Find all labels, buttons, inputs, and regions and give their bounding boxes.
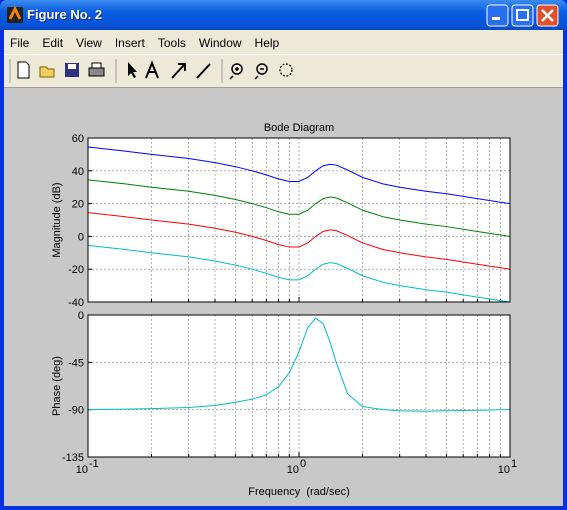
- client-area: File Edit View Insert Tools Window Help -40 -20…: [4, 30, 563, 506]
- menu-item[interactable]: View: [76, 36, 102, 50]
- title-bar: Figure No. 2: [0, 0, 567, 30]
- arrow-button[interactable]: [171, 63, 186, 79]
- x-axis-label: Frequency (rad/sec): [248, 486, 349, 498]
- series-line: [87, 146, 511, 205]
- series-line: [87, 317, 511, 412]
- axes-background: [88, 315, 510, 457]
- new-button[interactable]: [17, 61, 30, 79]
- y-axis-label: Magnitude (dB): [51, 182, 63, 257]
- y-tick-label: -135: [62, 452, 84, 464]
- rotate-button[interactable]: [279, 63, 293, 77]
- window-title: Figure No. 2: [27, 7, 103, 22]
- title-bar-icons: [7, 4, 559, 27]
- x-tick-label: 10: [287, 464, 299, 476]
- maximize-button[interactable]: [511, 4, 534, 27]
- y-tick-label: 0: [78, 310, 84, 322]
- chart-title: Bode Diagram: [264, 122, 334, 134]
- toolbar: [4, 54, 563, 88]
- x-tick-label: 10: [498, 464, 510, 476]
- axes-box: [87, 314, 511, 458]
- menu-item[interactable]: Window: [198, 36, 242, 50]
- y-tick-label: -20: [68, 264, 84, 276]
- open-button[interactable]: [39, 66, 55, 78]
- x-tick-label: 10: [76, 464, 88, 476]
- zoom-out-button[interactable]: [254, 63, 268, 80]
- close-button[interactable]: [536, 4, 559, 27]
- text-button[interactable]: [145, 60, 159, 79]
- series-line: [87, 212, 511, 270]
- save-button[interactable]: [65, 63, 79, 77]
- x-tick-exponent: -1: [89, 458, 99, 470]
- y-axis-label: Phase (deg): [51, 356, 63, 416]
- print-button[interactable]: [88, 62, 105, 77]
- y-tick-label: 60: [72, 133, 84, 145]
- x-tick-exponent: 0: [300, 458, 306, 470]
- series-line: [87, 244, 511, 303]
- line-button[interactable]: [196, 63, 211, 79]
- menu-bar: File Edit View Insert Tools Window Help: [4, 30, 563, 54]
- app-icon-glyph: [8, 5, 22, 20]
- figure: -40 -20 0 20 40 60 Bode Diagram Magnitude (dB) -…: [51, 122, 517, 498]
- y-tick-label: 0: [78, 231, 84, 243]
- menu-item[interactable]: Insert: [114, 36, 145, 50]
- zoom-in-button[interactable]: [229, 63, 243, 80]
- x-tick-exponent: 1: [511, 458, 517, 470]
- menu-item[interactable]: Help: [254, 36, 280, 50]
- y-tick-label: 20: [72, 199, 84, 211]
- menu-item[interactable]: File: [10, 36, 30, 50]
- y-tick-label: -45: [68, 357, 84, 369]
- select-button[interactable]: [128, 62, 137, 78]
- y-tick-label: -90: [68, 405, 84, 417]
- menu-item[interactable]: Edit: [42, 36, 64, 50]
- y-tick-label: 40: [72, 166, 84, 178]
- menu-item[interactable]: Tools: [157, 36, 186, 50]
- series-line: [87, 179, 511, 237]
- toolbar-icons: [9, 59, 293, 83]
- axes-box: [87, 137, 511, 303]
- minimize-button[interactable]: [486, 4, 509, 27]
- y-tick-label: -40: [68, 297, 84, 309]
